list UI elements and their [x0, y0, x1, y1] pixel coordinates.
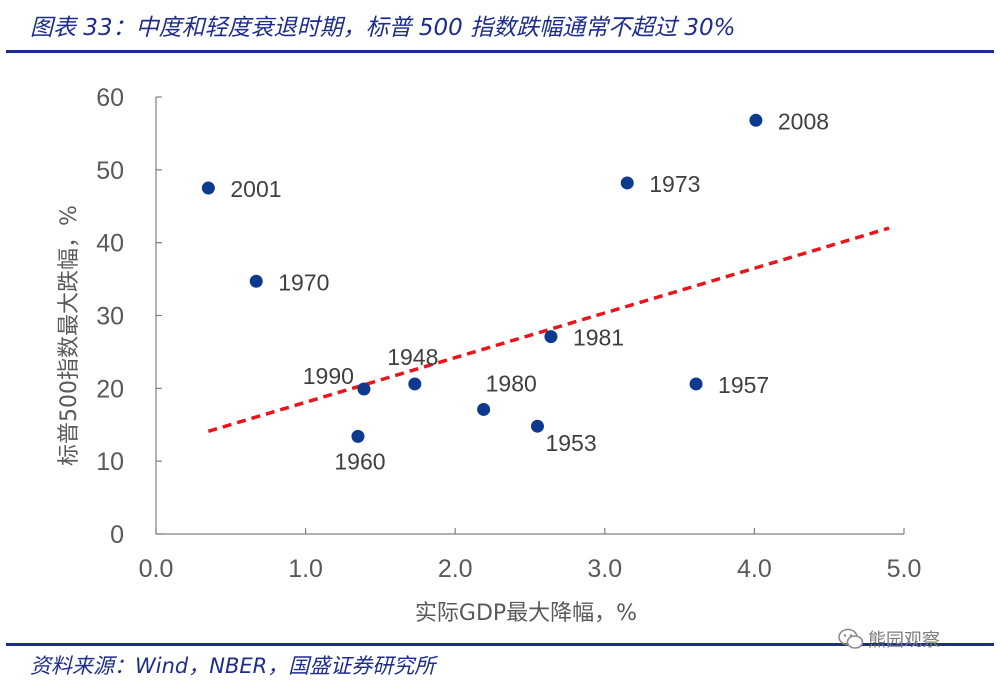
- point-label-1960: 1960: [334, 448, 385, 474]
- x-tick-label: 2.0: [438, 555, 473, 583]
- scatter-chart: 0 10 20 30 40 50 60 0.0 1.0 2.0 3.0 4.0 5.0 2001 1970…: [57, 84, 921, 626]
- figure-header: 图表 33：中度和轻度衰退时期，标普 500 指数跌幅通常不超过 30%: [0, 0, 1000, 52]
- point-label-1957: 1957: [718, 372, 769, 398]
- data-point-2008: [749, 113, 763, 127]
- y-tick-label: 30: [96, 303, 124, 331]
- y-tick-label: 50: [96, 157, 124, 185]
- bottom-rule: [6, 643, 994, 646]
- point-label-1973: 1973: [649, 171, 700, 197]
- wechat-icon: [838, 628, 864, 649]
- data-point-1980: [477, 402, 491, 416]
- x-tick-label: 4.0: [737, 555, 772, 583]
- watermark: 熊园观察: [838, 626, 940, 652]
- data-point-1970: [249, 274, 263, 288]
- point-label-1980: 1980: [486, 370, 537, 396]
- point-label-1970: 1970: [278, 269, 329, 295]
- data-point-1990: [357, 382, 371, 396]
- figure-title: 图表 33：中度和轻度衰退时期，标普 500 指数跌幅通常不超过 30%: [30, 15, 736, 41]
- x-tick-label: 3.0: [587, 555, 622, 583]
- watermark-text: 熊园观察: [868, 630, 940, 651]
- point-label-1990: 1990: [303, 363, 354, 389]
- points-group: 2001 1970 1990 1960 1948 1980 1953 1981 1973 1957…: [201, 108, 829, 474]
- source-note: 资料来源：Wind，NBER，国盛证券研究所: [30, 654, 436, 678]
- x-tick-label: 5.0: [887, 555, 922, 583]
- trendline: [207, 226, 890, 433]
- x-tick-label: 0.0: [139, 555, 174, 583]
- point-label-1981: 1981: [573, 325, 624, 351]
- y-tick-label: 0: [110, 521, 124, 549]
- y-tick-label: 10: [96, 448, 124, 476]
- data-point-1948: [408, 377, 422, 391]
- y-tick-label: 20: [96, 375, 124, 403]
- chart-ticks: 0 10 20 30 40 50 60 0.0 1.0 2.0 3.0 4.0 5.0: [96, 84, 921, 583]
- point-label-2008: 2008: [778, 108, 829, 134]
- chart-axes: [155, 97, 904, 535]
- data-point-1957: [689, 377, 703, 391]
- data-point-1973: [620, 176, 634, 190]
- point-label-1953: 1953: [545, 430, 596, 456]
- point-label-2001: 2001: [230, 176, 281, 202]
- data-point-1960: [351, 429, 365, 443]
- x-axis-label: 实际GDP最大降幅，%: [415, 601, 637, 626]
- y-axis-label: 标普500指数最大跌幅，%: [57, 205, 82, 466]
- trendline-group: [207, 226, 890, 433]
- x-tick-label: 1.0: [288, 555, 323, 583]
- top-rule: [6, 50, 994, 53]
- data-point-2001: [201, 181, 215, 195]
- data-point-1953: [530, 419, 544, 433]
- y-tick-label: 40: [96, 230, 124, 258]
- point-label-1948: 1948: [387, 344, 438, 370]
- data-point-1981: [544, 330, 558, 344]
- y-tick-label: 60: [96, 84, 124, 112]
